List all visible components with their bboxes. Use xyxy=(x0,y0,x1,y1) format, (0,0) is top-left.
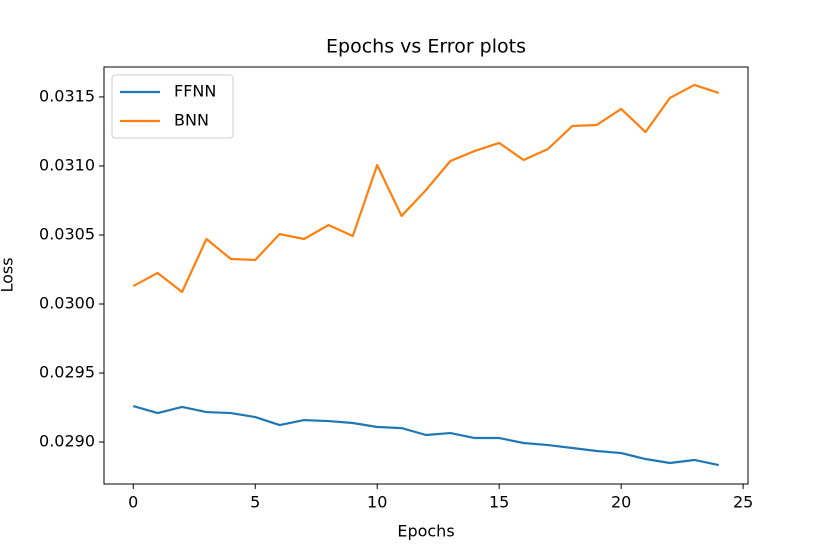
x-tick-label: 0 xyxy=(128,493,138,512)
plot-frame xyxy=(103,66,749,485)
x-tick-label: 15 xyxy=(489,493,509,512)
x-tick-label: 20 xyxy=(611,493,631,512)
y-tick-label: 0.0290 xyxy=(39,432,95,451)
y-axis-label: Loss xyxy=(0,257,17,292)
x-tick-label: 10 xyxy=(367,493,387,512)
legend-label: FFNN xyxy=(174,82,216,101)
y-tick-label: 0.0305 xyxy=(39,224,95,243)
y-tick-label: 0.0315 xyxy=(39,86,95,105)
x-axis-label: Epochs xyxy=(397,522,454,541)
chart-title: Epochs vs Error plots xyxy=(326,36,526,58)
y-tick-label: 0.0300 xyxy=(39,294,95,313)
line xyxy=(132,83,720,294)
legend-box xyxy=(111,74,234,139)
line xyxy=(132,404,719,467)
x-tick-label: 5 xyxy=(250,493,260,512)
legend-label: BNN xyxy=(174,111,209,130)
x-tick-label: 25 xyxy=(733,493,753,512)
y-tick-label: 0.0310 xyxy=(39,155,95,174)
y-tick-label: 0.0295 xyxy=(39,363,95,382)
